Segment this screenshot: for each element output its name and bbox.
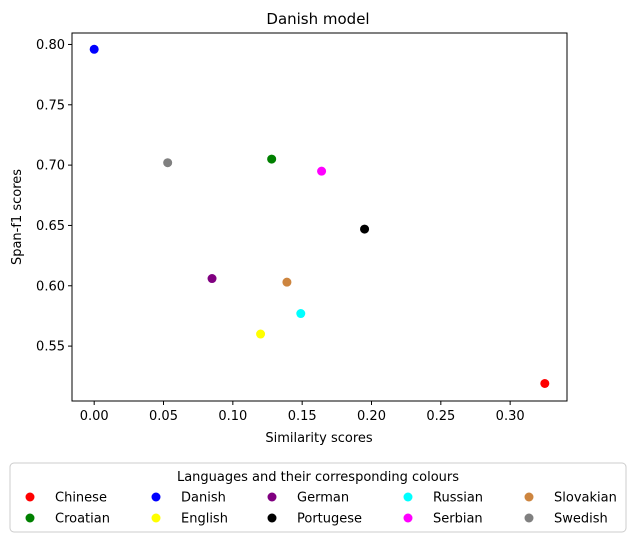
legend-label-german: German: [297, 491, 349, 506]
legend-marker-german: [267, 492, 277, 502]
y-axis: 0.55 0.60 0.65 0.70 0.75 0.80: [36, 38, 72, 355]
legend-label-slovakian: Slovakian: [554, 491, 617, 506]
legend-label-swedish: Swedish: [554, 512, 608, 527]
x-tick-label: 0.25: [426, 409, 455, 424]
legend-marker-croatian: [25, 513, 35, 523]
x-tick-label: 0.20: [357, 409, 386, 424]
legend-marker-swedish: [524, 513, 534, 523]
legend-label-croatian: Croatian: [55, 512, 110, 527]
legend: Chinese Croatian Danish English German Portug…: [25, 491, 617, 527]
legend-marker-serbian: [403, 513, 413, 523]
x-tick-label: 0.15: [288, 409, 317, 424]
y-tick-label: 0.65: [36, 219, 65, 234]
data-point-russian: [296, 309, 306, 319]
data-point-slovakian: [282, 277, 292, 287]
data-points: [89, 44, 550, 389]
legend-label-danish: Danish: [181, 491, 226, 506]
legend-label-serbian: Serbian: [433, 512, 483, 527]
x-axis-label: Similarity scores: [265, 431, 373, 446]
y-axis-label: Span-f1 scores: [10, 169, 25, 265]
y-tick-label: 0.70: [36, 159, 65, 174]
data-point-croatian: [267, 154, 277, 164]
legend-title: Languages and their corresponding colour…: [177, 470, 459, 485]
y-tick-label: 0.80: [36, 38, 65, 53]
chart-title: Danish model: [266, 10, 369, 28]
data-point-chinese: [540, 379, 550, 389]
legend-label-russian: Russian: [433, 491, 483, 506]
legend-box: [9, 462, 627, 533]
legend-label-portugese: Portugese: [297, 512, 362, 527]
x-tick-label: 0.00: [80, 409, 109, 424]
y-tick-label: 0.55: [36, 340, 65, 355]
data-point-danish: [89, 44, 99, 54]
x-tick-label: 0.30: [496, 409, 525, 424]
legend-marker-danish: [151, 492, 161, 502]
data-point-german: [207, 274, 217, 284]
data-point-portugese: [360, 224, 370, 234]
legend-marker-portugese: [267, 513, 277, 523]
data-point-english: [256, 329, 266, 339]
legend-label-english: English: [181, 512, 228, 527]
data-point-serbian: [317, 166, 327, 176]
y-tick-label: 0.75: [36, 98, 65, 113]
legend-marker-english: [151, 513, 161, 523]
legend-marker-chinese: [25, 492, 35, 502]
y-tick-label: 0.60: [36, 279, 65, 294]
data-point-swedish: [163, 158, 173, 168]
legend-marker-russian: [403, 492, 413, 502]
plot-area: [71, 32, 568, 402]
legend-marker-slovakian: [524, 492, 534, 502]
x-tick-label: 0.10: [218, 409, 247, 424]
legend-label-chinese: Chinese: [55, 491, 107, 506]
x-axis: 0.00 0.05 0.10 0.15 0.20 0.25 0.30: [80, 401, 525, 424]
x-tick-label: 0.05: [149, 409, 178, 424]
